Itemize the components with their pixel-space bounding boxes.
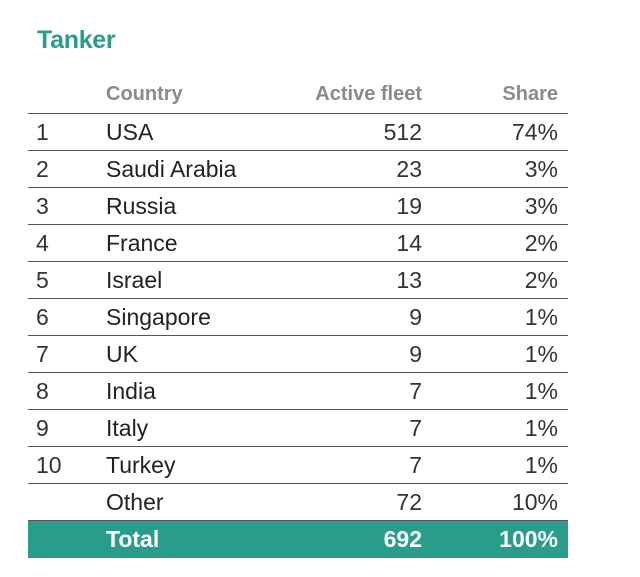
header-active-fleet: Active fleet [315,83,422,105]
share-cell: 74% [511,118,558,145]
country-cell: USA [106,118,154,145]
rank-cell: 6 [36,303,49,330]
country-cell: Singapore [106,303,211,330]
table-row: 8 India 7 1% [28,373,568,410]
rank-cell [28,484,68,520]
total-rank [28,521,68,558]
table-row: 4 France 14 2% [28,225,568,262]
rank-cell: 9 [36,414,49,441]
active-fleet-cell: 13 [396,266,422,293]
country-cell: Turkey [106,451,176,478]
country-cell: France [106,229,178,256]
active-fleet-cell: 9 [409,303,422,330]
share-cell: 1% [524,303,558,330]
share-cell: 1% [524,414,558,441]
table-row: 9 Italy 7 1% [28,410,568,447]
active-fleet-cell: 7 [409,414,422,441]
total-fleet: 692 [383,526,422,552]
table-row: 2 Saudi Arabia 23 3% [28,151,568,188]
share-cell: 2% [524,229,558,256]
rank-cell: 5 [36,266,49,293]
table-row: 7 UK 9 1% [28,336,568,373]
active-fleet-cell: 14 [396,229,422,256]
table-row: 10 Turkey 7 1% [28,447,568,484]
rank-cell: 8 [36,377,49,404]
share-cell: 2% [524,266,558,293]
share-cell: 3% [524,155,558,182]
active-fleet-cell: 23 [396,155,422,182]
active-fleet-cell: 9 [409,340,422,367]
fleet-table: Country Active fleet Share 1 USA 512 74% 2 Sa… [28,76,568,558]
table-row: 5 Israel 13 2% [28,262,568,299]
share-cell: 10% [511,488,558,515]
header-share: Share [502,83,558,105]
active-fleet-cell: 19 [396,192,422,219]
table-row: 1 USA 512 74% [28,114,568,151]
active-fleet-cell: 512 [383,118,422,145]
chart-title: Tanker [37,26,116,54]
rank-cell: 1 [36,118,49,145]
country-cell: Italy [106,414,149,441]
country-cell: UK [106,340,138,367]
header-rank [28,76,68,113]
table-total-row: Total 692 100% [28,521,568,558]
rank-cell: 10 [36,451,62,478]
share-cell: 1% [524,377,558,404]
active-fleet-cell: 7 [409,451,422,478]
table-row: 6 Singapore 9 1% [28,299,568,336]
active-fleet-cell: 72 [396,488,422,515]
share-cell: 3% [524,192,558,219]
table-row: 3 Russia 19 3% [28,188,568,225]
country-cell: India [106,377,156,404]
share-cell: 1% [524,340,558,367]
rank-cell: 2 [36,155,49,182]
table-header-row: Country Active fleet Share [28,76,568,114]
rank-cell: 3 [36,192,49,219]
header-country: Country [106,83,183,105]
table-body: 1 USA 512 74% 2 Saudi Arabia 23 3% 3 Russia 19 3% 4 F… [28,114,568,521]
rank-cell: 7 [36,340,49,367]
country-cell: Other [106,488,164,515]
rank-cell: 4 [36,229,49,256]
active-fleet-cell: 7 [409,377,422,404]
table-row: Other 72 10% [28,484,568,521]
country-cell: Israel [106,266,163,293]
country-cell: Russia [106,192,177,219]
share-cell: 1% [524,451,558,478]
country-cell: Saudi Arabia [106,155,237,182]
total-share: 100% [499,526,558,552]
total-label: Total [106,526,160,552]
